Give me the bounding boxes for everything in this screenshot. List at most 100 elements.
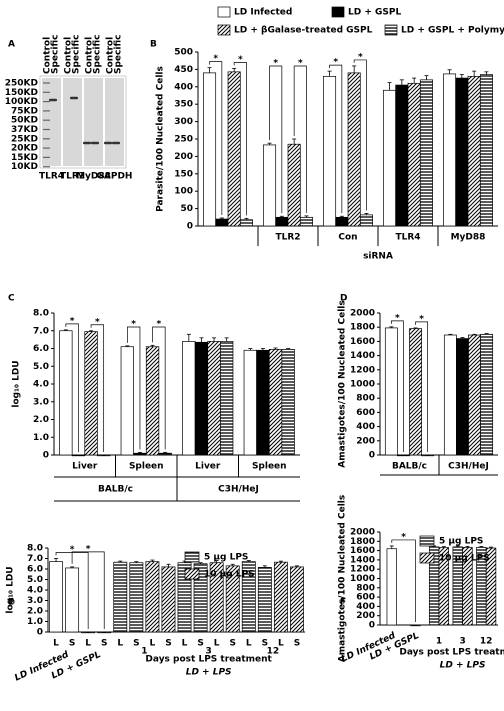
bar — [215, 218, 229, 227]
bar — [384, 327, 398, 456]
y-tick-label: 4.0 — [27, 586, 43, 596]
x-tick-label: Liver — [195, 462, 221, 472]
blot-strip — [63, 78, 82, 166]
legend-swatch — [184, 568, 200, 580]
ladder-band — [43, 110, 50, 112]
x-tick-label: S — [69, 639, 75, 649]
y-tick-label: 350 — [174, 100, 193, 110]
y-tick-label: 3.0 — [33, 397, 49, 407]
bar — [256, 349, 270, 456]
bar — [65, 567, 80, 633]
bar — [275, 216, 289, 227]
y-tick-label: 200 — [174, 152, 193, 162]
y-tick-label: 1800 — [350, 537, 375, 547]
blot-band — [49, 98, 57, 102]
y-tick-label: 5.0 — [33, 362, 49, 372]
y-tick-label: 1200 — [350, 365, 375, 375]
bar — [467, 76, 481, 227]
significance-bracket — [269, 65, 283, 214]
bar — [335, 216, 349, 227]
blot-band — [112, 141, 120, 145]
y-tick-label: 200 — [356, 436, 375, 446]
legend-swatch — [419, 535, 435, 547]
significance-bracket — [391, 320, 404, 452]
bar — [158, 452, 172, 456]
panel-label: D — [340, 294, 347, 304]
x-tick-label: S — [294, 639, 300, 649]
y-tick-label: 6.0 — [27, 565, 43, 575]
significance-bracket — [329, 64, 343, 214]
y-axis-label: log₁₀ LDU — [6, 566, 16, 613]
y-tick-label: 1400 — [350, 555, 375, 565]
bar — [207, 341, 221, 456]
y-tick-label: 1.0 — [33, 433, 49, 443]
y-tick-label: 2.0 — [33, 415, 49, 425]
y-tick-label: 1800 — [350, 323, 375, 333]
panel-label: A — [8, 40, 15, 50]
significance-label: * — [401, 532, 406, 542]
significance-label: * — [95, 317, 100, 327]
x-tick-label: L — [246, 639, 252, 649]
ladder-band — [43, 147, 50, 149]
bar — [227, 71, 241, 227]
bar — [409, 328, 422, 456]
bar — [456, 338, 469, 456]
bar — [395, 84, 409, 227]
significance-label: * — [70, 316, 75, 326]
legend-swatch — [184, 551, 200, 563]
significance-label: * — [395, 313, 400, 323]
blot-column-label: Control — [106, 37, 116, 74]
bar — [239, 219, 253, 227]
bar — [268, 349, 283, 456]
bar — [194, 341, 209, 456]
bar — [133, 452, 147, 456]
group-label: 3 — [205, 647, 211, 657]
bar — [468, 334, 481, 456]
x-tick-label: L — [150, 639, 156, 649]
significance-bracket — [209, 61, 223, 215]
y-tick-label: 400 — [356, 602, 375, 612]
legend-swatch — [384, 24, 398, 36]
x-axis-label: Days post LPS treatment — [145, 655, 272, 665]
x-tick-label: L — [182, 639, 188, 649]
x-tick-label: S — [165, 639, 171, 649]
significance-label: * — [358, 52, 363, 62]
bar — [49, 561, 63, 633]
y-tick-label: 600 — [356, 408, 375, 418]
bar — [203, 72, 217, 227]
panel-label: F — [340, 598, 346, 608]
y-tick-label: 100 — [174, 187, 193, 197]
x-tick-label: S — [133, 639, 139, 649]
blot-lane-label: TLR4 — [39, 172, 64, 182]
bar — [287, 143, 301, 227]
blot-column-label: Control — [85, 37, 95, 74]
y-tick-label: 1600 — [350, 546, 375, 556]
significance-bracket — [353, 59, 367, 211]
significance-bracket — [126, 326, 141, 450]
blot-lane-label: MyD88 — [76, 172, 111, 182]
y-tick-label: 2000 — [350, 528, 375, 538]
x-tick-label: S — [101, 639, 107, 649]
group-label: BALB/c — [98, 485, 133, 495]
x-tick-label: Con — [338, 233, 357, 243]
blot-column-label: Specific — [114, 35, 124, 74]
blot-marker-label: 37KD — [11, 125, 38, 135]
significance-label: * — [213, 54, 218, 64]
y-axis-label: Amastigotes/100 Nucleated Cells — [338, 495, 348, 663]
legend-label: LD + GSPL — [348, 8, 401, 18]
y-tick-label: 0 — [369, 451, 375, 461]
blot-column-label: Specific — [93, 35, 103, 74]
legend-swatch — [331, 6, 345, 18]
group-label: C3H/HeJ — [218, 485, 259, 495]
blot-strip — [84, 78, 103, 166]
x-tick-label: L — [85, 639, 91, 649]
blot-column-label: Control — [64, 37, 74, 74]
bar — [257, 567, 272, 633]
panel-label: B — [150, 40, 157, 50]
bar — [479, 74, 493, 227]
bar — [383, 89, 397, 227]
significance-label: * — [298, 59, 303, 69]
y-tick-label: 50 — [180, 204, 193, 214]
bar — [120, 346, 134, 456]
x-tick-label: S — [197, 639, 203, 649]
